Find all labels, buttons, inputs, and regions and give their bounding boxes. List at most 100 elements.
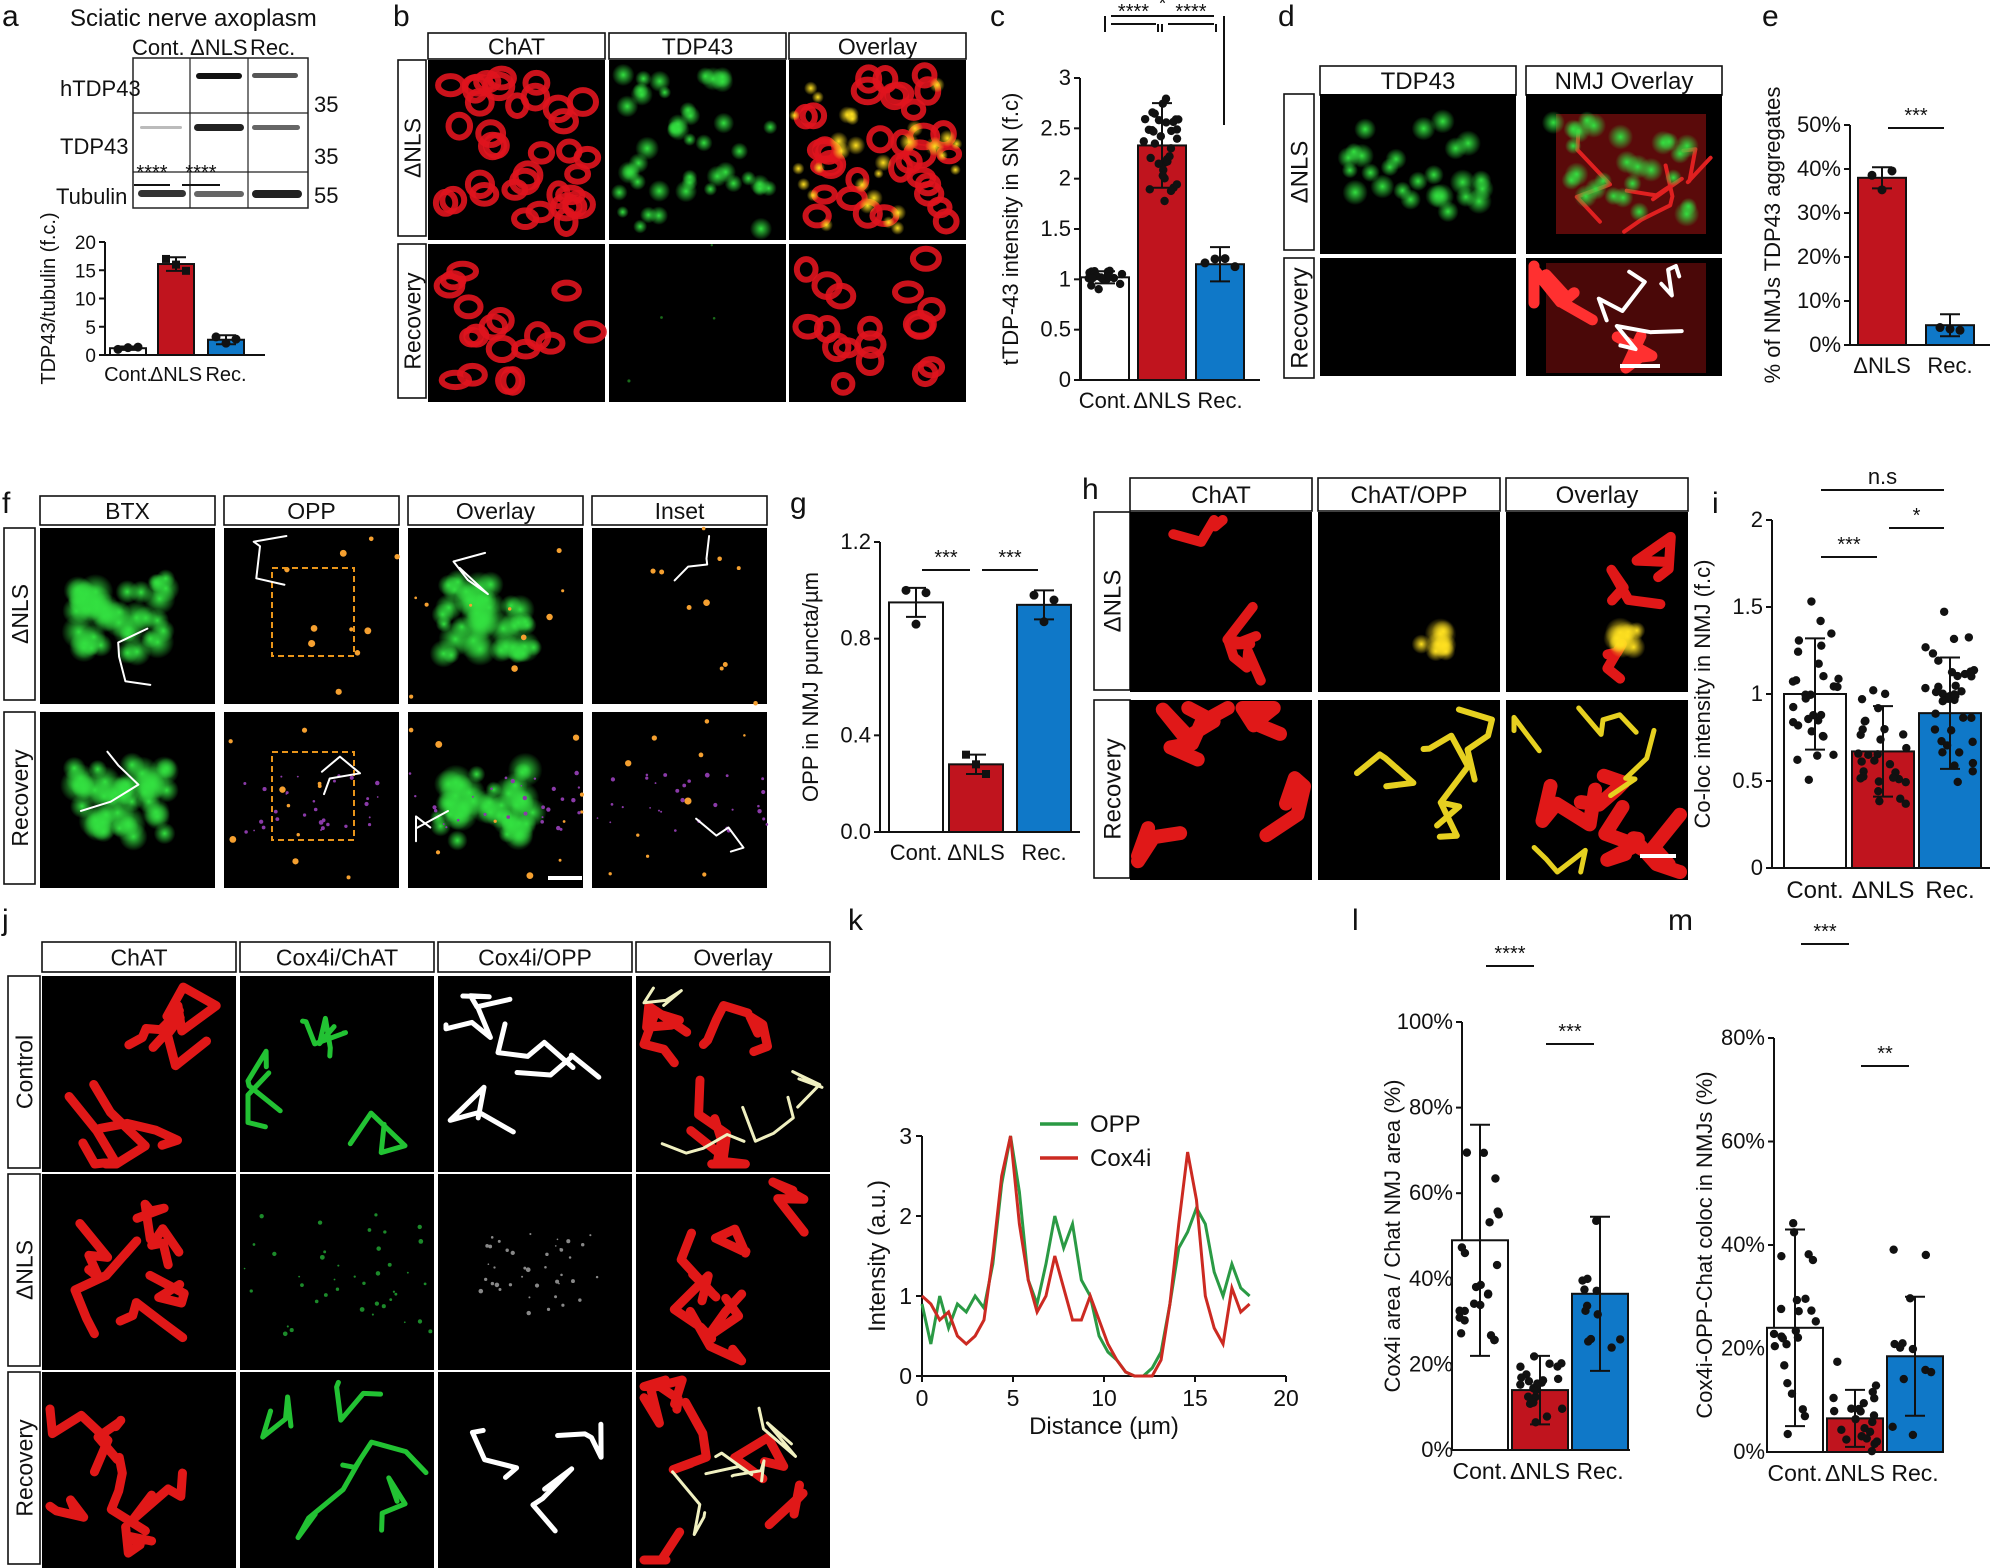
tdp43-puncta	[649, 206, 669, 225]
x-tick-label: ΔNLS	[1510, 1458, 1570, 1484]
data-point	[1087, 281, 1096, 290]
chat-soma	[888, 152, 913, 183]
chart-m: 0% 20% 40% 60% 80%Cox4i-OPP-Chat coloc in NM…	[1692, 921, 1944, 1486]
y-tick-label: 2	[1751, 507, 1763, 532]
tdp43-aggregate	[1470, 170, 1492, 191]
data-point	[1887, 166, 1897, 176]
chat-soma	[511, 207, 540, 231]
bar-Rec.	[1016, 603, 1072, 833]
blot-frame	[132, 57, 309, 209]
chat-soma	[902, 309, 937, 339]
data-point	[1871, 1381, 1881, 1390]
significance-label: ***	[1837, 534, 1861, 556]
tdp43-aggregate	[1430, 109, 1455, 134]
x-tick-label: Cont.	[890, 840, 943, 865]
data-point	[1953, 777, 1962, 787]
h-row-0-box	[1093, 511, 1131, 691]
opp-puncta	[753, 701, 758, 706]
btx-signal	[143, 582, 176, 615]
chat-soma	[445, 111, 474, 141]
letter-i: i	[1712, 487, 1719, 520]
tdp43-aggregate	[1679, 197, 1698, 216]
opp-purple	[442, 823, 445, 825]
y-tick-label: 40%	[1721, 1232, 1765, 1257]
data-point	[1857, 694, 1867, 704]
opp-faint	[595, 1275, 599, 1279]
mw-2: 35	[314, 144, 338, 169]
cox4i-faint	[362, 1281, 366, 1286]
panel-f-microscopy: BTX OPP Overlay Inset ΔNLS Recovery	[3, 495, 769, 888]
y-axis-label: % of NMJs TDP43 aggregates	[1760, 87, 1785, 384]
data-point	[1172, 134, 1182, 143]
data-point	[1847, 1404, 1856, 1413]
data-point	[1580, 1285, 1589, 1294]
opp-faint	[525, 1267, 531, 1273]
opp-puncta	[722, 662, 728, 667]
h-image	[1318, 700, 1500, 880]
data-point	[1837, 1425, 1846, 1434]
btx-signal	[122, 637, 152, 667]
opp-faint	[581, 1242, 585, 1247]
data-point	[1782, 1340, 1791, 1349]
data-point	[1455, 1307, 1465, 1316]
d-col-1-box	[1525, 65, 1723, 96]
opp-puncta	[308, 639, 316, 648]
opp-purple	[757, 809, 762, 814]
data-point	[911, 619, 921, 629]
btx-signal	[88, 759, 108, 779]
data-point	[1149, 127, 1158, 136]
f-image	[592, 712, 767, 888]
data-point	[1953, 671, 1962, 681]
data-point	[1885, 760, 1895, 769]
b-col-1-box	[608, 32, 787, 60]
data-point	[1938, 689, 1947, 698]
chat-soma	[511, 338, 541, 360]
overlay-puncta	[938, 129, 956, 147]
data-point	[1872, 1437, 1882, 1446]
opp-purple	[551, 786, 556, 791]
significance-label: *	[1159, 0, 1167, 15]
chat-branch	[1168, 515, 1266, 686]
chat-soma	[505, 92, 530, 119]
opp-purple	[243, 781, 247, 786]
chat-soma	[478, 313, 509, 341]
opp-puncta	[561, 589, 565, 593]
opp-purple	[680, 797, 685, 803]
chat-soma	[486, 306, 515, 335]
chat-soma	[527, 141, 556, 165]
opp-puncta	[469, 603, 473, 607]
opp-purple	[321, 818, 326, 823]
data-point	[1859, 1398, 1868, 1408]
cox4i-faint	[428, 1329, 433, 1334]
opp-puncta	[279, 786, 286, 793]
cox4i-faint	[392, 1290, 396, 1293]
opp-puncta	[704, 719, 710, 724]
chat-soma	[855, 64, 883, 94]
b-row-0-box	[397, 59, 427, 237]
data-point	[1455, 1313, 1464, 1322]
chart-c: 0 0.5 1 1.5 2 2.5 3 tTDP-43 intensity in SN (f.…	[998, 0, 1260, 413]
opp-purple	[510, 778, 515, 784]
data-point	[1529, 1398, 1538, 1407]
y-axis-label: Co-loc intensity in NMJ (f.c)	[1690, 560, 1715, 829]
data-point	[1921, 683, 1930, 693]
opp-purple	[367, 822, 372, 827]
faint-puncta	[710, 243, 713, 247]
cox4i-opp-signal	[469, 1421, 604, 1534]
overlay-puncta	[906, 120, 924, 137]
band-tubulin-dnls	[194, 191, 244, 197]
cox4i-faint	[417, 1319, 423, 1324]
x-tick-label: Cont.	[1786, 877, 1843, 904]
opp-purple	[546, 807, 551, 812]
x-tick-label: ΔNLS	[1852, 877, 1915, 904]
mw-3: 55	[314, 183, 338, 208]
tdp43-aggregate	[1564, 162, 1589, 187]
j-col-0-box	[41, 941, 237, 973]
data-point	[1807, 1306, 1816, 1315]
lane-rec: Rec.	[250, 35, 295, 60]
overlay-puncta	[806, 189, 820, 202]
j-image	[636, 1174, 830, 1370]
chat-soma	[830, 372, 856, 396]
overlay-puncta	[819, 218, 833, 232]
chat-soma	[909, 245, 942, 272]
